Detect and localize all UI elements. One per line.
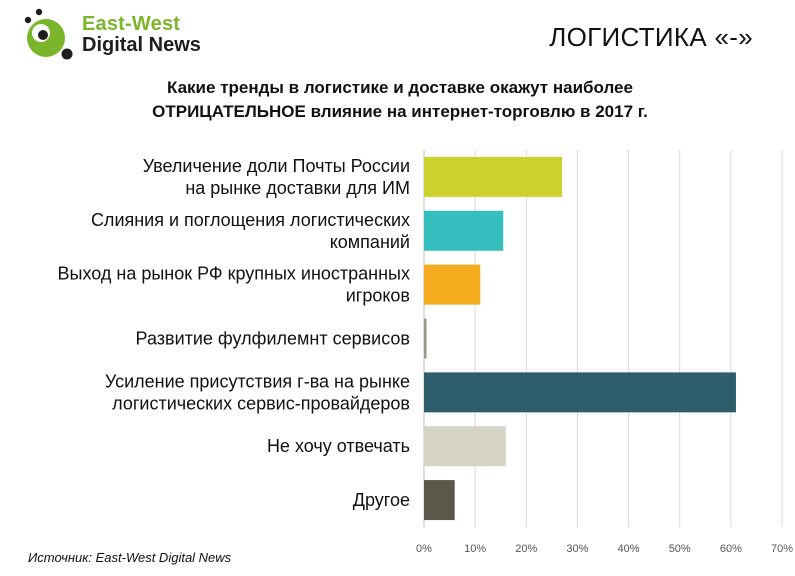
x-tick-label: 20% bbox=[515, 543, 537, 555]
category-label: Усиление присутствия г-ва на рынке bbox=[105, 371, 410, 391]
bar bbox=[424, 264, 481, 305]
category-label: Увеличение доли Почты России bbox=[143, 156, 410, 176]
bar bbox=[424, 210, 504, 251]
bar bbox=[424, 426, 506, 467]
question-line-2: ОТРИЦАТЕЛЬНОЕ влияние на интернет-торгов… bbox=[152, 102, 648, 121]
category-label: Другое bbox=[353, 490, 410, 510]
category-label: компаний bbox=[330, 232, 410, 252]
bar bbox=[424, 372, 736, 413]
x-tick-label: 40% bbox=[618, 543, 640, 555]
category-label: логистических сервис-провайдеров bbox=[112, 393, 410, 413]
x-tick-label: 30% bbox=[566, 543, 588, 555]
x-tick-label: 10% bbox=[464, 543, 486, 555]
category-label: Не хочу отвечать bbox=[267, 436, 410, 456]
x-tick-label: 70% bbox=[771, 543, 793, 555]
question-line-1: Какие тренды в логистике и доставке окаж… bbox=[167, 78, 633, 97]
bar bbox=[424, 480, 455, 521]
category-label: Выход на рынок РФ крупных иностранных bbox=[58, 264, 410, 284]
question-title: Какие тренды в логистике и доставке окаж… bbox=[80, 76, 720, 124]
section-title: ЛОГИСТИКА «-» bbox=[549, 22, 753, 52]
category-label: на рынке доставки для ИМ bbox=[185, 178, 410, 198]
category-label: Развитие фулфилемнт сервисов bbox=[136, 329, 410, 349]
logo: East-West Digital News bbox=[22, 8, 222, 64]
logo-text-line2: Digital News bbox=[82, 34, 201, 56]
logo-text-line1: East-West bbox=[82, 13, 181, 35]
bar bbox=[424, 318, 427, 359]
logo-mark-icon bbox=[24, 8, 73, 60]
x-tick-label: 0% bbox=[416, 543, 432, 555]
category-label: Слияния и поглощения логистических bbox=[91, 210, 410, 230]
source-note: Источник: East-West Digital News bbox=[28, 550, 232, 565]
x-tick-label: 60% bbox=[720, 543, 742, 555]
x-tick-label: 50% bbox=[669, 543, 691, 555]
bar bbox=[424, 156, 563, 197]
category-label: игроков bbox=[346, 286, 410, 306]
